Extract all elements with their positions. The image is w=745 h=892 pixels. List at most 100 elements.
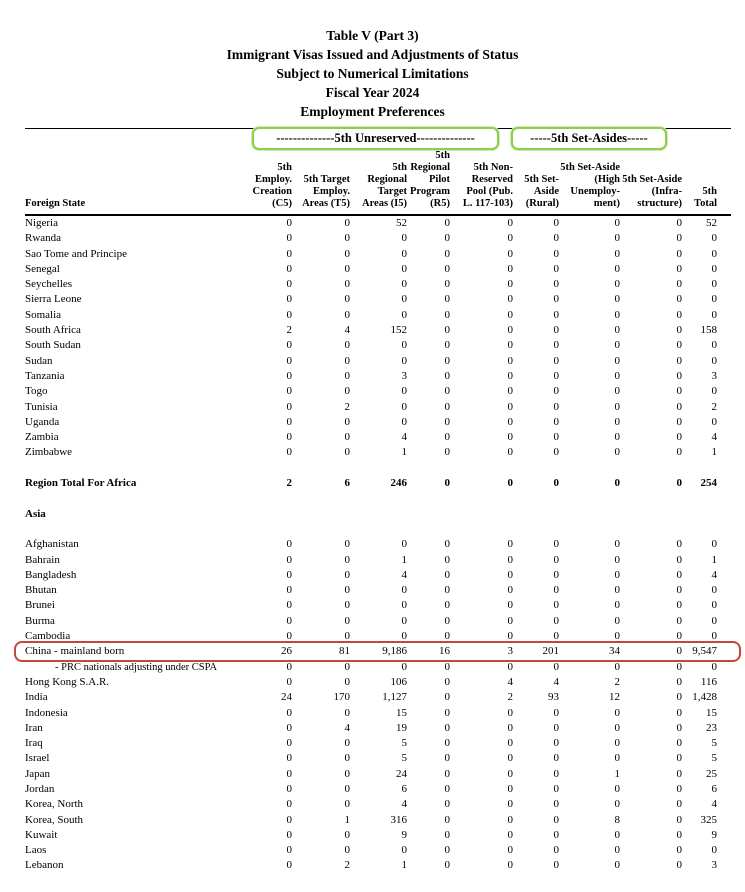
value-cell: 3 xyxy=(711,859,718,872)
value-cell: 0 xyxy=(553,844,560,857)
value-cell: 0 xyxy=(507,614,514,627)
value-cell: 4 xyxy=(711,431,718,444)
value-cell: 4 xyxy=(553,675,560,688)
value-cell: 0 xyxy=(344,293,351,306)
value-cell: 0 xyxy=(444,538,451,551)
value-cell: 0 xyxy=(676,262,683,275)
value-cell: 0 xyxy=(444,278,451,291)
value-cell: 6 xyxy=(711,782,718,795)
country-row: South Sudan 0 0 0 0 0 0 0 0 0 xyxy=(25,338,731,353)
value-cell: 0 xyxy=(553,400,560,413)
foreign-state-cell: Cambodia xyxy=(25,630,71,643)
value-cell: 0 xyxy=(614,859,621,872)
value-cell: 0 xyxy=(344,706,351,719)
value-cell: 0 xyxy=(553,813,560,826)
unreserved-group-box: --------------5th Unreserved------------… xyxy=(252,127,499,150)
value-cell: 0 xyxy=(614,844,621,857)
value-cell: 0 xyxy=(614,446,621,459)
value-cell: 0 xyxy=(711,630,718,643)
value-cell: 0 xyxy=(507,354,514,367)
value-cell: 0 xyxy=(286,752,293,765)
value-cell: 0 xyxy=(614,538,621,551)
value-cell: 0 xyxy=(614,339,621,352)
value-cell: 0 xyxy=(676,477,683,490)
value-cell: 116 xyxy=(700,675,717,688)
sub-note-row: - PRC nationals adjusting under CSPA 0 0 0 0… xyxy=(25,660,731,675)
unreserved-group-label: --------------5th Unreserved------------… xyxy=(276,131,475,145)
value-cell: 0 xyxy=(507,798,514,811)
foreign-state-cell: Japan xyxy=(25,767,51,780)
value-cell: 0 xyxy=(344,660,351,673)
foreign-state-cell: Zimbabwe xyxy=(25,446,73,459)
value-cell: 0 xyxy=(444,293,451,306)
value-cell: 0 xyxy=(286,308,293,321)
value-cell: 0 xyxy=(614,568,621,581)
foreign-state-cell: Nigeria xyxy=(25,217,58,229)
value-cell: 0 xyxy=(444,477,451,490)
value-cell: 0 xyxy=(711,844,718,857)
value-cell: 0 xyxy=(444,232,451,245)
value-cell: 0 xyxy=(711,232,718,245)
value-cell: 0 xyxy=(711,339,718,352)
value-cell: 0 xyxy=(286,568,293,581)
value-cell: 106 xyxy=(390,675,408,688)
value-cell: 1 xyxy=(401,859,408,872)
value-cell: 0 xyxy=(444,828,451,841)
value-cell: 0 xyxy=(344,262,351,275)
value-cell: 9,547 xyxy=(692,645,717,658)
table-title-line5: Employment Preferences xyxy=(300,104,445,119)
foreign-state-cell: Sao Tome and Principe xyxy=(25,247,127,260)
value-cell: 0 xyxy=(401,538,408,551)
value-cell: 0 xyxy=(614,400,621,413)
foreign-state-cell: Zambia xyxy=(25,431,59,444)
value-cell: 0 xyxy=(676,538,683,551)
value-cell: 0 xyxy=(344,278,351,291)
foreign-state-cell: Laos xyxy=(25,844,47,857)
value-cell: 0 xyxy=(507,752,514,765)
column-header-pool: 5th Non- Reserved Pool (Pub. L. 117-103) xyxy=(450,150,513,216)
country-row: Bhutan 0 0 0 0 0 0 0 0 0 xyxy=(25,583,731,598)
value-cell: 0 xyxy=(553,354,560,367)
foreign-state-cell: Korea, South xyxy=(25,813,84,826)
value-cell: 0 xyxy=(507,369,514,382)
column-header-r5: 5th Regional Pilot Program (R5) xyxy=(407,150,450,216)
country-row: Tunisia 0 2 0 0 0 0 0 0 2 xyxy=(25,400,731,415)
value-cell: 0 xyxy=(553,584,560,597)
foreign-state-cell xyxy=(25,461,240,476)
value-cell: 0 xyxy=(344,737,351,750)
value-cell: 0 xyxy=(507,599,514,612)
value-cell: 0 xyxy=(614,385,621,398)
value-cell: 0 xyxy=(553,721,560,734)
value-cell: 0 xyxy=(676,293,683,306)
country-row: Nigeria 0 0 52 0 0 0 0 0 52 xyxy=(25,215,731,231)
value-cell: 0 xyxy=(676,844,683,857)
value-cell: 0 xyxy=(553,737,560,750)
value-cell: 0 xyxy=(344,782,351,795)
empty-cell xyxy=(240,491,731,506)
value-cell: 0 xyxy=(711,278,718,291)
value-cell: 24 xyxy=(396,767,407,780)
value-cell: 0 xyxy=(507,217,514,229)
value-cell: 0 xyxy=(676,614,683,627)
value-cell: 0 xyxy=(444,553,451,566)
value-cell: 0 xyxy=(401,415,408,428)
value-cell: 0 xyxy=(344,538,351,551)
value-cell: 16 xyxy=(439,645,450,658)
value-cell: 0 xyxy=(553,369,560,382)
value-cell: 0 xyxy=(553,553,560,566)
value-cell: 0 xyxy=(676,660,683,673)
value-cell: 0 xyxy=(676,369,683,382)
value-cell: 0 xyxy=(286,278,293,291)
country-row: Uganda 0 0 0 0 0 0 0 0 0 xyxy=(25,415,731,430)
value-cell: 34 xyxy=(609,645,620,658)
value-cell: 0 xyxy=(676,737,683,750)
value-cell: 81 xyxy=(339,645,350,658)
value-cell: 0 xyxy=(553,339,560,352)
country-row: Rwanda 0 0 0 0 0 0 0 0 0 xyxy=(25,231,731,246)
value-cell: 0 xyxy=(614,217,621,229)
value-cell: 0 xyxy=(507,308,514,321)
value-cell: 0 xyxy=(507,400,514,413)
value-cell: 170 xyxy=(333,691,351,704)
foreign-state-cell: Lebanon xyxy=(25,859,64,872)
value-cell: 52 xyxy=(396,217,407,229)
